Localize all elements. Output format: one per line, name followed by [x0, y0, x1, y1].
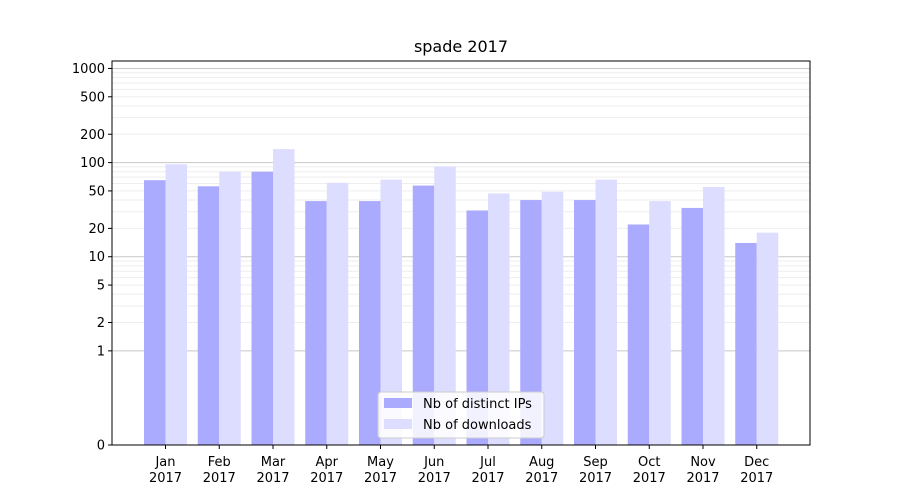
- x-tick-label-year: 2017: [149, 471, 182, 486]
- y-tick-label: 20: [88, 222, 105, 237]
- y-tick-label: 50: [88, 184, 105, 199]
- x-tick-label-year: 2017: [740, 471, 773, 486]
- bar-distinct-ips: [574, 200, 596, 445]
- y-tick-label: 200: [80, 128, 105, 143]
- bar-distinct-ips: [197, 186, 220, 445]
- bar-downloads: [165, 164, 187, 445]
- bar-distinct-ips: [627, 224, 650, 445]
- legend-swatch: [384, 419, 412, 429]
- bar-downloads: [273, 149, 295, 445]
- x-tick-label-month: Aug: [529, 455, 554, 470]
- x-tick-label-month: Jan: [154, 455, 175, 470]
- plot-area-frame: [111, 60, 811, 446]
- chart-title: spade 2017: [414, 37, 508, 56]
- x-tick-label-month: Jun: [423, 455, 444, 470]
- bars: [144, 149, 779, 446]
- x-tick-label-month: Mar: [261, 455, 286, 470]
- bar-downloads: [595, 179, 617, 446]
- x-tick-label-year: 2017: [256, 471, 289, 486]
- x-tick-label-year: 2017: [579, 471, 612, 486]
- bar-distinct-ips: [412, 185, 435, 446]
- y-tick-label: 10: [88, 250, 105, 265]
- bar-downloads: [326, 182, 349, 445]
- x-tick-label-year: 2017: [525, 471, 558, 486]
- x-tick-label-year: 2017: [471, 471, 504, 486]
- legend-swatch: [384, 398, 412, 408]
- legend-label: Nb of distinct IPs: [423, 397, 532, 412]
- bar-downloads: [488, 193, 510, 445]
- y-tick-label: 100: [80, 156, 105, 171]
- y-tick-label: 2: [97, 316, 105, 331]
- bar-distinct-ips: [466, 210, 488, 445]
- legend: Nb of distinct IPs Nb of downloads: [377, 391, 545, 439]
- y-tick-label: 500: [80, 90, 105, 105]
- bar-distinct-ips: [520, 200, 542, 445]
- legend-box: [377, 391, 545, 439]
- x-tick-label-year: 2017: [633, 471, 666, 486]
- x-tick-label-month: Apr: [316, 455, 339, 470]
- x-tick-label-month: Oct: [638, 455, 660, 470]
- bar-downloads: [703, 187, 725, 445]
- x-tick-label-year: 2017: [686, 471, 719, 486]
- bar-distinct-ips: [681, 207, 703, 445]
- bar-distinct-ips: [144, 180, 166, 445]
- y-tick-label: 1: [97, 344, 105, 359]
- x-tick-label-year: 2017: [364, 471, 397, 486]
- x-tick-label-year: 2017: [203, 471, 236, 486]
- bar-distinct-ips: [359, 201, 381, 445]
- y-tick-label: 1000: [72, 62, 105, 77]
- y-tick-label: 0: [97, 439, 105, 454]
- x-tick-label-month: May: [367, 455, 394, 470]
- bar-downloads: [756, 232, 779, 445]
- bar-downloads: [219, 171, 241, 445]
- bar-distinct-ips: [305, 201, 327, 445]
- x-tick-label-month: Dec: [744, 455, 769, 470]
- x-axis: Jan2017Feb2017Mar2017Apr2017May2017Jun20…: [149, 445, 773, 486]
- x-tick-label-month: Sep: [583, 455, 608, 470]
- x-tick-label-year: 2017: [418, 471, 451, 486]
- bar-distinct-ips: [735, 242, 757, 445]
- bar-downloads: [541, 191, 564, 445]
- x-tick-label-year: 2017: [310, 471, 343, 486]
- legend-label: Nb of downloads: [423, 418, 532, 433]
- y-axis: 0 1 2 5 10 20 50 100 200 500 1000: [72, 62, 112, 454]
- bar-downloads: [434, 166, 456, 445]
- bar-distinct-ips: [251, 171, 273, 445]
- x-tick-label-month: Nov: [690, 455, 716, 470]
- x-tick-label-month: Feb: [208, 455, 231, 470]
- bar-downloads: [649, 201, 671, 445]
- x-tick-label-month: Jul: [479, 455, 496, 470]
- bar-downloads: [380, 179, 402, 446]
- y-tick-label: 5: [97, 279, 105, 294]
